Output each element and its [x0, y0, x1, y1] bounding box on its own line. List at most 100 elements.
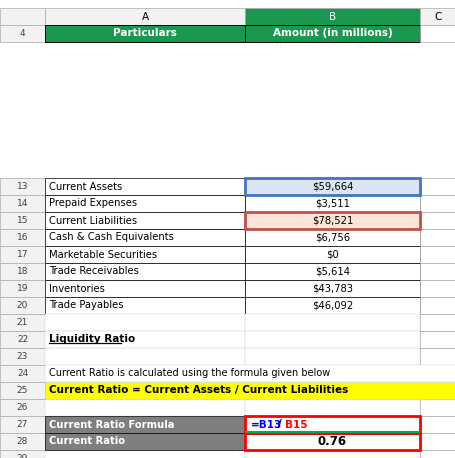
Bar [244, 331, 419, 348]
Bar [244, 348, 419, 365]
Text: 26: 26 [17, 403, 28, 412]
Bar [244, 297, 419, 314]
Bar [244, 433, 419, 450]
Bar [244, 246, 419, 263]
Bar [45, 382, 455, 399]
Bar [419, 178, 455, 195]
Bar [0, 365, 45, 382]
Bar [45, 229, 244, 246]
Text: Liquidity Ratio: Liquidity Ratio [49, 334, 135, 344]
Text: B: B [328, 11, 335, 22]
Bar [0, 178, 45, 195]
Bar [419, 263, 455, 280]
Text: 17: 17 [17, 250, 28, 259]
Bar [244, 178, 419, 195]
Bar [419, 212, 455, 229]
Text: 13: 13 [17, 182, 28, 191]
Bar [419, 348, 455, 365]
Text: 20: 20 [17, 301, 28, 310]
Bar [0, 263, 45, 280]
Text: Particulars: Particulars [113, 28, 177, 38]
Text: Current Ratio: Current Ratio [49, 436, 125, 447]
Text: Trade Receivables: Trade Receivables [49, 267, 139, 277]
Bar [0, 8, 45, 25]
Bar [419, 433, 455, 450]
Bar [45, 25, 244, 42]
Bar [45, 246, 244, 263]
Bar [244, 416, 419, 433]
Text: $5,614: $5,614 [314, 267, 349, 277]
Bar [419, 8, 455, 25]
Bar [244, 212, 419, 229]
Bar [244, 229, 419, 246]
Text: Current Liabilities: Current Liabilities [49, 216, 137, 225]
Bar [0, 331, 45, 348]
Text: /: / [278, 420, 281, 430]
Bar [0, 297, 45, 314]
Bar [0, 382, 45, 399]
Bar [419, 314, 455, 331]
Bar [419, 229, 455, 246]
Text: $59,664: $59,664 [311, 181, 353, 191]
Bar [45, 212, 244, 229]
Text: 21: 21 [17, 318, 28, 327]
Text: 14: 14 [17, 199, 28, 208]
Bar [419, 195, 455, 212]
Text: B15: B15 [284, 420, 307, 430]
Text: 29: 29 [17, 454, 28, 458]
Text: Inventories: Inventories [49, 284, 105, 294]
Bar [0, 416, 45, 433]
Bar [244, 280, 419, 297]
Bar [45, 178, 244, 195]
Bar [244, 433, 419, 450]
Bar [244, 416, 419, 433]
Text: Current Ratio is calculated using the formula given below: Current Ratio is calculated using the fo… [49, 369, 329, 378]
Bar [419, 416, 455, 433]
Bar [45, 433, 244, 450]
Bar [0, 280, 45, 297]
Bar [45, 8, 244, 25]
Text: 23: 23 [17, 352, 28, 361]
Bar [45, 314, 244, 331]
Bar [0, 433, 45, 450]
Text: 25: 25 [17, 386, 28, 395]
Bar [419, 25, 455, 42]
Bar [0, 450, 45, 458]
Text: Cash & Cash Equivalents: Cash & Cash Equivalents [49, 233, 173, 242]
Bar [0, 399, 45, 416]
Bar [419, 331, 455, 348]
Bar [45, 280, 244, 297]
Bar [0, 229, 45, 246]
Text: $78,521: $78,521 [311, 216, 353, 225]
Text: 16: 16 [17, 233, 28, 242]
Text: $43,783: $43,783 [311, 284, 352, 294]
Text: Trade Payables: Trade Payables [49, 300, 123, 311]
Text: Current Ratio Formula: Current Ratio Formula [49, 420, 174, 430]
Text: $0: $0 [325, 250, 338, 260]
Text: Current Assets: Current Assets [49, 181, 122, 191]
Text: 22: 22 [17, 335, 28, 344]
Bar [45, 263, 244, 280]
Bar [45, 348, 244, 365]
Bar [244, 25, 419, 42]
Text: 28: 28 [17, 437, 28, 446]
Bar [419, 297, 455, 314]
Text: $46,092: $46,092 [311, 300, 352, 311]
Text: A: A [141, 11, 148, 22]
Bar [244, 195, 419, 212]
Text: C: C [433, 11, 441, 22]
Bar [244, 263, 419, 280]
Bar [244, 212, 419, 229]
Text: Prepaid Expenses: Prepaid Expenses [49, 198, 137, 208]
Bar [0, 246, 45, 263]
Text: 18: 18 [17, 267, 28, 276]
Bar [419, 399, 455, 416]
Bar [244, 399, 419, 416]
Bar [244, 314, 419, 331]
Text: Amount (in millions): Amount (in millions) [272, 28, 391, 38]
Bar [0, 195, 45, 212]
Bar [244, 450, 419, 458]
Bar [0, 314, 45, 331]
Text: 15: 15 [17, 216, 28, 225]
Text: 24: 24 [17, 369, 28, 378]
